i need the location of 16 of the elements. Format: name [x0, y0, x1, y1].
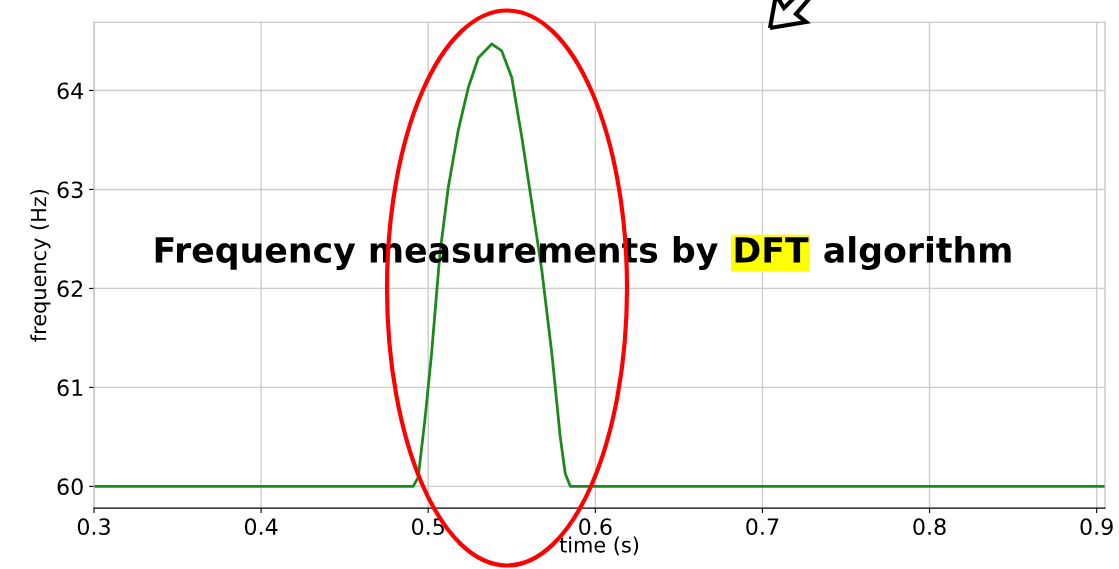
y-tick-label: 64 [57, 82, 84, 100]
x-tick-label: 0.6 [579, 518, 612, 536]
y-tick-label: 62 [57, 280, 83, 298]
x-tick-label: 0.7 [746, 518, 779, 536]
line-series [94, 42, 1106, 488]
y-tick-label: 63 [57, 181, 83, 199]
x-axis-title: time (s) [559, 536, 639, 556]
x-tick-label: 0.8 [913, 518, 946, 536]
y-axis-title: frequency (Hz) [30, 189, 51, 342]
y-tick-label: 61 [57, 379, 83, 397]
x-tick-label: 0.9 [1080, 518, 1113, 536]
annotation: DFT [735, 237, 809, 263]
x-tick-label: 0.4 [244, 518, 278, 536]
annotation: algorithm [824, 236, 1011, 270]
y-tick-label: 60 [57, 478, 83, 496]
x-tick-label: 0.3 [77, 518, 110, 536]
